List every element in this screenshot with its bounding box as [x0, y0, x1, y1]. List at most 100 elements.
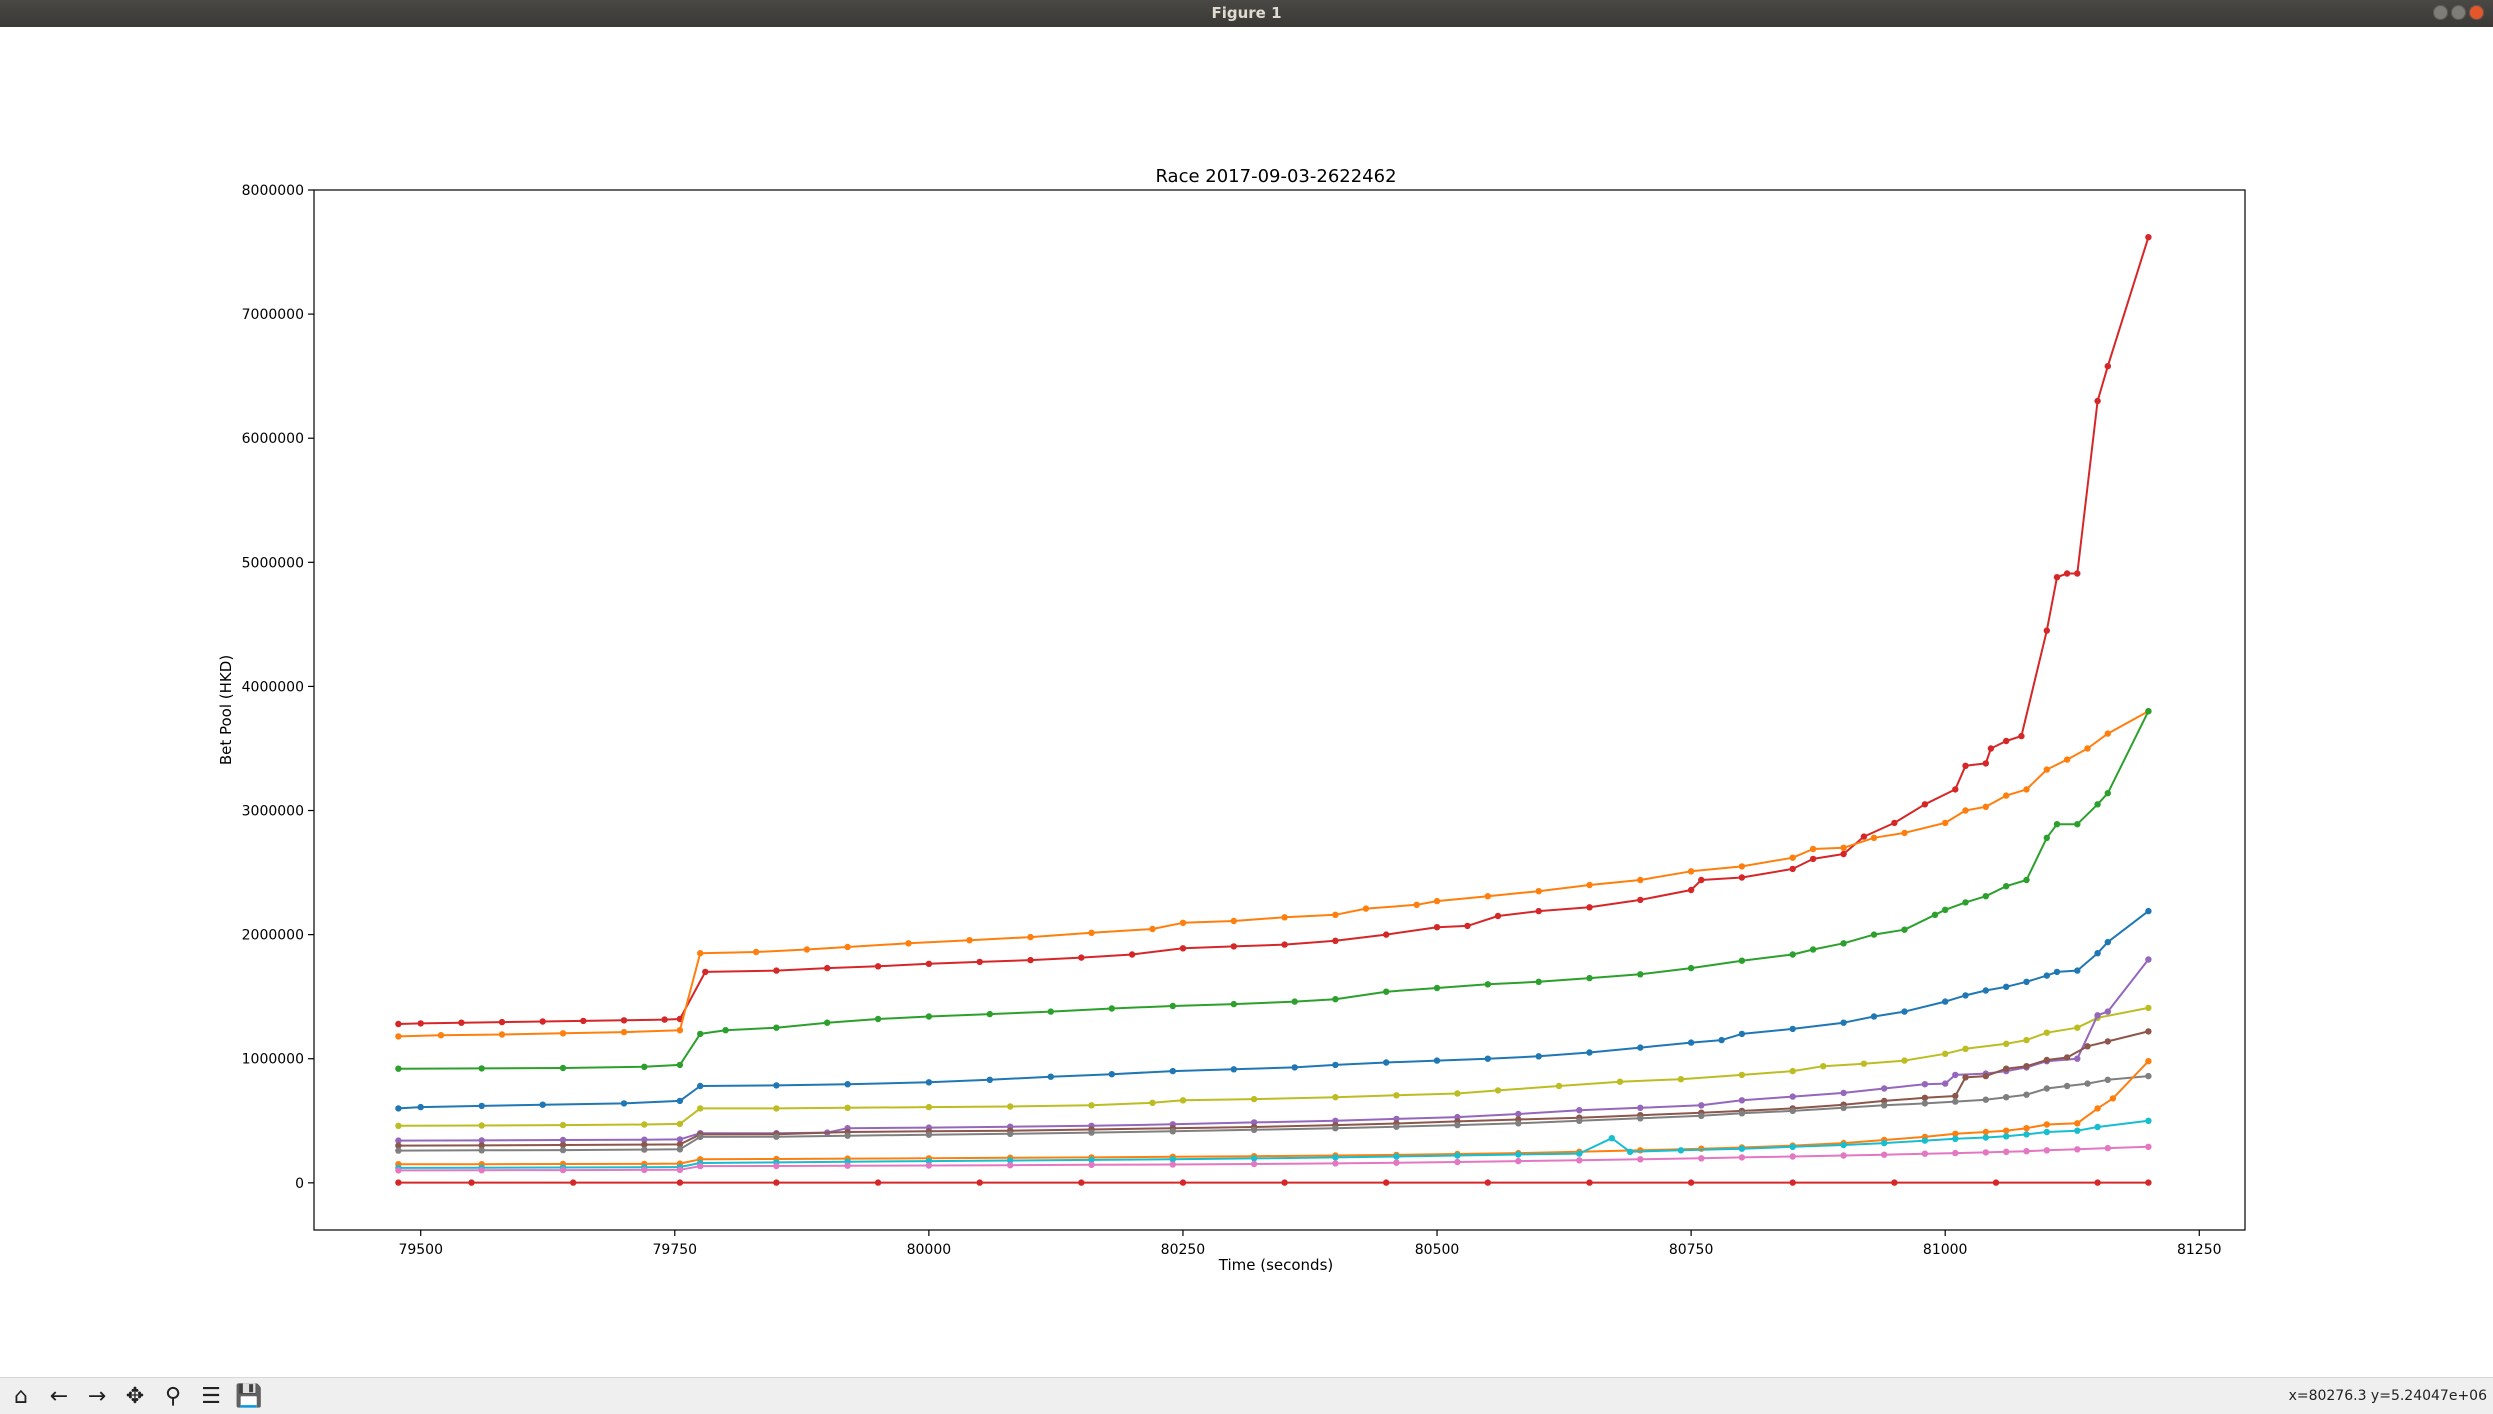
y-tick-label: 3000000 [242, 804, 304, 820]
save-button[interactable]: 💾 [234, 1382, 264, 1410]
data-point [2023, 1091, 2030, 1098]
maximize-button[interactable] [2451, 5, 2466, 20]
data-point [1078, 954, 1085, 961]
data-point [925, 1079, 933, 1086]
y-tick-label: 7000000 [242, 307, 304, 323]
data-point [1362, 905, 1370, 912]
data-point [1230, 917, 1238, 925]
series-4 [395, 907, 2152, 1112]
data-point [2145, 708, 2152, 715]
data-point [395, 1065, 402, 1072]
navigation-toolbar: ⌂ ← → ✥ ⚲ ☰ 💾 x=80276.3 y=5.24047e+06 [0, 1377, 2493, 1414]
data-point [1088, 929, 1095, 936]
data-point [437, 1032, 445, 1039]
data-point [1169, 1156, 1177, 1163]
data-point [1250, 1160, 1258, 1168]
data-point [1952, 1135, 1959, 1143]
close-button[interactable] [2469, 5, 2484, 20]
data-point [395, 1142, 402, 1149]
data-point [2043, 766, 2050, 773]
data-point [1332, 1094, 1339, 1101]
data-point [1108, 1071, 1116, 1078]
data-point [458, 1019, 465, 1026]
data-point [2104, 1144, 2111, 1152]
data-point [1942, 998, 1949, 1005]
data-point [2043, 972, 2050, 979]
data-point [803, 946, 811, 953]
data-point [1942, 819, 1949, 827]
data-point [1007, 1162, 1014, 1169]
data-point [1881, 1097, 1888, 1105]
data-point [1088, 1156, 1095, 1164]
data-point [1027, 933, 1034, 941]
data-point [1494, 912, 1502, 920]
data-point [1576, 1157, 1583, 1164]
pan-button[interactable]: ✥ [120, 1382, 150, 1410]
data-point [1576, 1150, 1583, 1157]
data-point [773, 1179, 780, 1186]
series-line [398, 1119, 2149, 1169]
home-button[interactable]: ⌂ [6, 1382, 36, 1410]
series-1 [395, 234, 2152, 1028]
data-point [2074, 967, 2081, 974]
data-point [1007, 1157, 1014, 1164]
data-point [2145, 956, 2152, 963]
series-2 [395, 708, 2152, 1040]
data-point [2094, 1105, 2101, 1112]
data-point [1789, 854, 1796, 861]
data-point [1921, 1081, 1929, 1088]
data-point [1454, 1090, 1461, 1097]
data-point [1698, 1112, 1705, 1120]
data-point [1637, 1115, 1644, 1122]
data-point [2104, 938, 2111, 946]
data-point [559, 1136, 567, 1144]
configure-subplots-button[interactable]: ☰ [196, 1382, 226, 1410]
data-point [1921, 1094, 1929, 1102]
data-point [1393, 1153, 1400, 1160]
y-tick-label: 1000000 [242, 1052, 304, 1068]
data-point [697, 950, 704, 957]
figure-canvas[interactable]: Race 2017-09-03-2622462 Time (seconds) B… [0, 27, 2493, 1377]
minimize-button[interactable] [2433, 5, 2448, 20]
data-point [1250, 1095, 1258, 1103]
data-point [559, 1064, 567, 1072]
data-point [1586, 881, 1593, 889]
zoom-button[interactable]: ⚲ [158, 1382, 188, 1410]
data-point [1687, 1179, 1695, 1186]
data-point [395, 1167, 402, 1174]
data-point [1332, 996, 1339, 1003]
data-point [2003, 1094, 2010, 1101]
data-point [1128, 951, 1136, 958]
data-point [697, 1133, 704, 1141]
data-point [395, 1147, 402, 1154]
data-point [1576, 1107, 1583, 1114]
data-point [1982, 1149, 1990, 1156]
data-point [1555, 1082, 1563, 1090]
data-point [2003, 1148, 2010, 1156]
data-point [1809, 946, 1817, 953]
data-point [1484, 981, 1492, 988]
data-point [1433, 1057, 1441, 1064]
data-point [1982, 803, 1990, 810]
data-point [1088, 1129, 1095, 1136]
data-point [1393, 1123, 1400, 1130]
data-point [1230, 943, 1238, 950]
data-point [1108, 1005, 1116, 1012]
data-point [1179, 919, 1187, 926]
data-point [1738, 874, 1746, 881]
data-point [1637, 1156, 1644, 1163]
data-point [1809, 855, 1817, 863]
save-icon: 💾 [235, 1383, 263, 1409]
forward-button[interactable]: → [82, 1382, 112, 1410]
data-point [395, 1179, 402, 1186]
data-point [1982, 1096, 1990, 1103]
data-point [1687, 964, 1695, 972]
data-point [1789, 1107, 1796, 1115]
data-point [2043, 1121, 2050, 1128]
data-point [1982, 987, 1990, 994]
data-point [2145, 1028, 2152, 1035]
back-button[interactable]: ← [44, 1382, 74, 1410]
data-point [1291, 1064, 1298, 1071]
data-point [395, 1020, 402, 1028]
x-tick-label: 81000 [1923, 1242, 1968, 1258]
